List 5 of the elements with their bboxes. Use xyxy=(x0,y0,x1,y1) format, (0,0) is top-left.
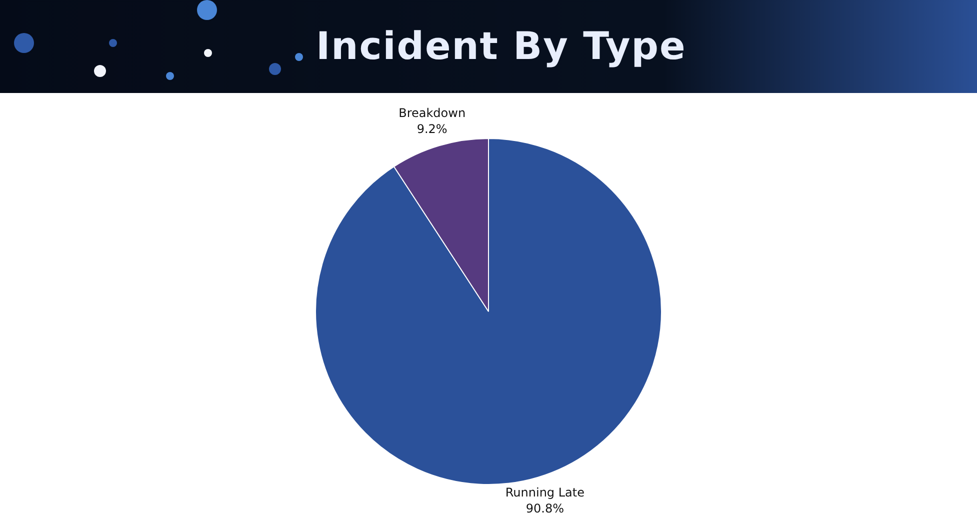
slice-label: Breakdown xyxy=(398,106,466,120)
chart-title: Incident By Type xyxy=(316,24,686,68)
slice-label: Running Late xyxy=(505,485,584,500)
data-label: 9.2% xyxy=(416,122,448,136)
data-label: 90.8% xyxy=(526,501,564,516)
